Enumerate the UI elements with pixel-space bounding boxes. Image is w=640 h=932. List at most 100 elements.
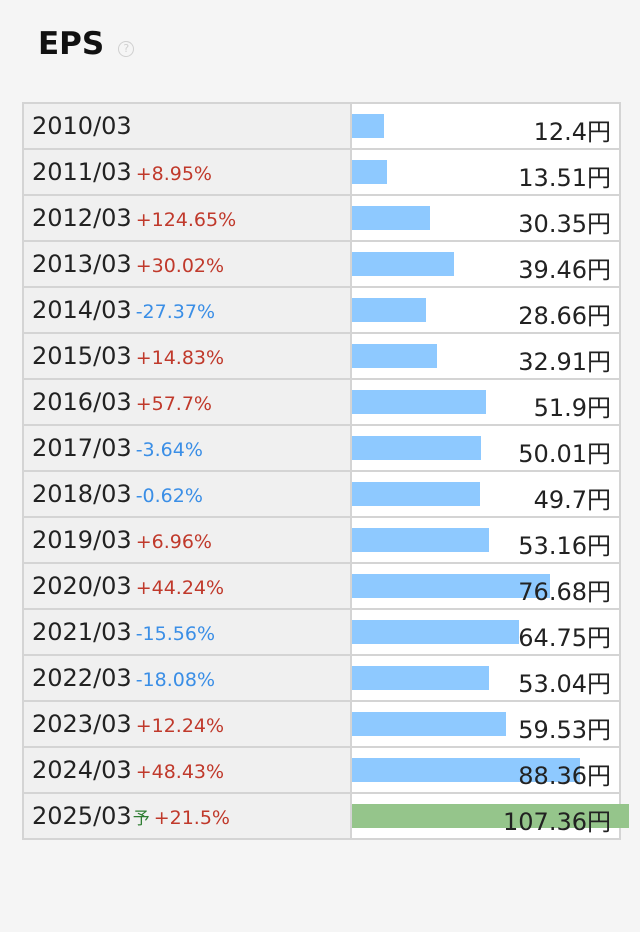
- bar-cell: 107.36円: [350, 792, 629, 840]
- period-cell: 2019/03 +6.96%: [22, 516, 352, 564]
- eps-value: 39.46円: [518, 256, 611, 284]
- eps-bar: [352, 620, 519, 644]
- period-label: 2011/03: [32, 158, 132, 186]
- eps-bar: [352, 712, 506, 736]
- period-label: 2015/03: [32, 342, 132, 370]
- bar-cell: 12.4円: [350, 102, 621, 150]
- change-percent: +12.24%: [135, 715, 225, 737]
- period-cell: 2023/03 +12.24%: [22, 700, 352, 748]
- eps-value: 49.7円: [533, 486, 611, 514]
- eps-row: 2019/03 +6.96% 53.16円: [22, 516, 621, 564]
- change-percent: +21.5%: [153, 807, 230, 829]
- period-cell: 2021/03 -15.56%: [22, 608, 352, 656]
- bar-cell: 32.91円: [350, 332, 621, 380]
- eps-bar: [352, 298, 426, 322]
- eps-row: 2012/03 +124.65% 30.35円: [22, 194, 621, 242]
- forecast-eps-bar: [352, 804, 629, 828]
- period-cell: 2015/03 +14.83%: [22, 332, 352, 380]
- change-percent: +124.65%: [135, 209, 237, 231]
- change-percent: +48.43%: [135, 761, 225, 783]
- period-cell: 2014/03 -27.37%: [22, 286, 352, 334]
- bar-cell: 88.36円: [350, 746, 621, 794]
- eps-bar: [352, 160, 387, 184]
- forecast-marker: 予: [132, 809, 150, 829]
- period-label: 2014/03: [32, 296, 132, 324]
- eps-bar: [352, 482, 480, 506]
- eps-value: 53.04円: [518, 670, 611, 698]
- period-label: 2016/03: [32, 388, 132, 416]
- eps-value: 64.75円: [518, 624, 611, 652]
- eps-row: 2025/03予 +21.5% 107.36円: [22, 792, 629, 840]
- eps-value: 50.01円: [518, 440, 611, 468]
- bar-cell: 39.46円: [350, 240, 621, 288]
- period-cell: 2012/03 +124.65%: [22, 194, 352, 242]
- change-percent: -18.08%: [135, 669, 216, 691]
- period-cell: 2024/03 +48.43%: [22, 746, 352, 794]
- change-percent: +44.24%: [135, 577, 225, 599]
- period-cell: 2011/03 +8.95%: [22, 148, 352, 196]
- period-label: 2022/03: [32, 664, 132, 692]
- eps-value: 51.9円: [533, 394, 611, 422]
- eps-value: 59.53円: [518, 716, 611, 744]
- eps-row: 2021/03 -15.56% 64.75円: [22, 608, 621, 656]
- eps-row: 2013/03 +30.02% 39.46円: [22, 240, 621, 288]
- eps-row: 2023/03 +12.24% 59.53円: [22, 700, 621, 748]
- eps-row: 2024/03 +48.43% 88.36円: [22, 746, 621, 794]
- period-label: 2012/03: [32, 204, 132, 232]
- eps-row: 2014/03 -27.37% 28.66円: [22, 286, 621, 334]
- period-cell: 2025/03予 +21.5%: [22, 792, 352, 840]
- bar-cell: 50.01円: [350, 424, 621, 472]
- period-cell: 2018/03 -0.62%: [22, 470, 352, 518]
- eps-row: 2020/03 +44.24% 76.68円: [22, 562, 621, 610]
- eps-value: 76.68円: [518, 578, 611, 606]
- eps-bar: [352, 436, 481, 460]
- eps-bar: [352, 390, 486, 414]
- period-cell: 2017/03 -3.64%: [22, 424, 352, 472]
- bar-cell: 53.16円: [350, 516, 621, 564]
- eps-row: 2017/03 -3.64% 50.01円: [22, 424, 621, 472]
- change-percent: +14.83%: [135, 347, 225, 369]
- change-percent: -0.62%: [135, 485, 203, 507]
- period-cell: 2013/03 +30.02%: [22, 240, 352, 288]
- eps-value: 30.35円: [518, 210, 611, 238]
- period-label: 2023/03: [32, 710, 132, 738]
- eps-bar: [352, 344, 437, 368]
- period-label: 2013/03: [32, 250, 132, 278]
- eps-row: 2015/03 +14.83% 32.91円: [22, 332, 621, 380]
- period-cell: 2016/03 +57.7%: [22, 378, 352, 426]
- eps-bar: [352, 666, 489, 690]
- bar-cell: 51.9円: [350, 378, 621, 426]
- change-percent: +6.96%: [135, 531, 212, 553]
- bar-cell: 30.35円: [350, 194, 621, 242]
- eps-value: 28.66円: [518, 302, 611, 330]
- change-percent: +8.95%: [135, 163, 212, 185]
- period-label: 2024/03: [32, 756, 132, 784]
- period-label: 2020/03: [32, 572, 132, 600]
- bar-cell: 28.66円: [350, 286, 621, 334]
- period-label: 2019/03: [32, 526, 132, 554]
- eps-row: 2011/03 +8.95% 13.51円: [22, 148, 621, 196]
- period-label: 2021/03: [32, 618, 132, 646]
- eps-bar: [352, 758, 580, 782]
- bar-cell: 49.7円: [350, 470, 621, 518]
- eps-value: 88.36円: [518, 762, 611, 790]
- chart-title: EPS: [38, 26, 105, 62]
- period-cell: 2010/03: [22, 102, 352, 150]
- eps-row: 2018/03 -0.62% 49.7円: [22, 470, 621, 518]
- bar-cell: 64.75円: [350, 608, 621, 656]
- period-label: 2025/03: [32, 802, 132, 830]
- eps-value: 32.91円: [518, 348, 611, 376]
- period-label: 2018/03: [32, 480, 132, 508]
- period-label: 2017/03: [32, 434, 132, 462]
- period-cell: 2022/03 -18.08%: [22, 654, 352, 702]
- bar-cell: 53.04円: [350, 654, 621, 702]
- chart-header: EPS ?: [38, 26, 135, 62]
- help-icon[interactable]: ?: [118, 41, 135, 57]
- bar-cell: 59.53円: [350, 700, 621, 748]
- eps-bar: [352, 114, 384, 138]
- eps-row: 2010/03 12.4円: [22, 102, 621, 150]
- change-percent: -3.64%: [135, 439, 203, 461]
- period-cell: 2020/03 +44.24%: [22, 562, 352, 610]
- eps-row: 2016/03 +57.7% 51.9円: [22, 378, 621, 426]
- change-percent: -27.37%: [135, 301, 216, 323]
